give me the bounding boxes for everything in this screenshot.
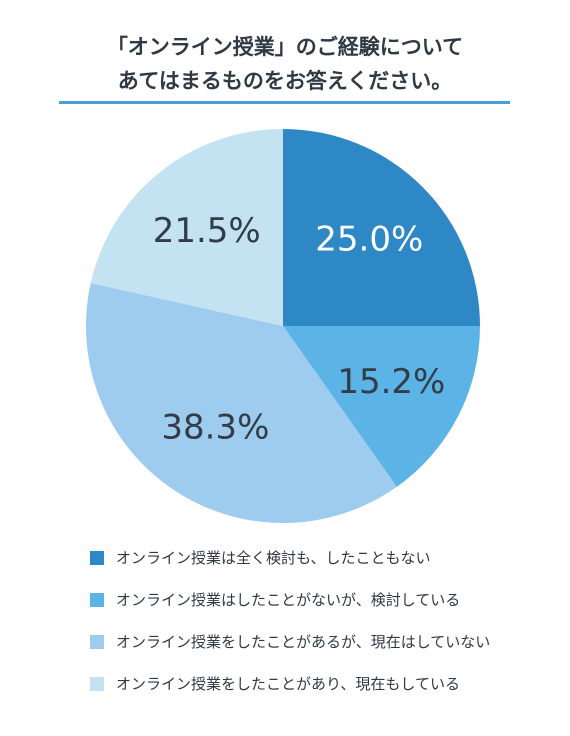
legend-label: オンライン授業はしたことがないが、検討している	[116, 591, 461, 609]
chart-title-line-1: 「オンライン授業」のご経験について	[106, 35, 464, 59]
chart-title-line-2: あてはまるものをお答えください。	[117, 69, 453, 93]
legend-label: オンライン授業をしたことがあり、現在もしている	[116, 675, 460, 693]
chart-title: 「オンライン授業」のご経験について あてはまるものをお答えください。	[0, 30, 570, 98]
slice-data-label: 38.3%	[161, 408, 269, 448]
slice-data-label: 15.2%	[337, 362, 445, 402]
legend-item: オンライン授業は全く検討も、したこともない	[90, 545, 550, 570]
legend: オンライン授業は全く検討も、したこともない オンライン授業はしたことがないが、検…	[90, 545, 550, 713]
legend-item: オンライン授業をしたことがあり、現在もしている	[90, 671, 550, 696]
legend-item: オンライン授業はしたことがないが、検討している	[90, 587, 550, 612]
legend-swatch	[90, 676, 104, 691]
legend-swatch	[90, 592, 104, 607]
legend-swatch	[90, 550, 104, 565]
pie-slice	[86, 283, 397, 523]
slice-data-label: 25.0%	[315, 220, 423, 260]
legend-label: オンライン授業をしたことがあるが、現在はしていない	[116, 633, 491, 651]
title-divider	[59, 101, 510, 104]
slice-data-label: 21.5%	[153, 211, 261, 251]
pie-slice	[90, 129, 283, 326]
legend-swatch	[90, 634, 104, 649]
pie-slice	[283, 326, 480, 487]
pie-slice	[283, 129, 480, 326]
legend-label: オンライン授業は全く検討も、したこともない	[116, 549, 431, 567]
legend-item: オンライン授業をしたことがあるが、現在はしていない	[90, 629, 550, 654]
